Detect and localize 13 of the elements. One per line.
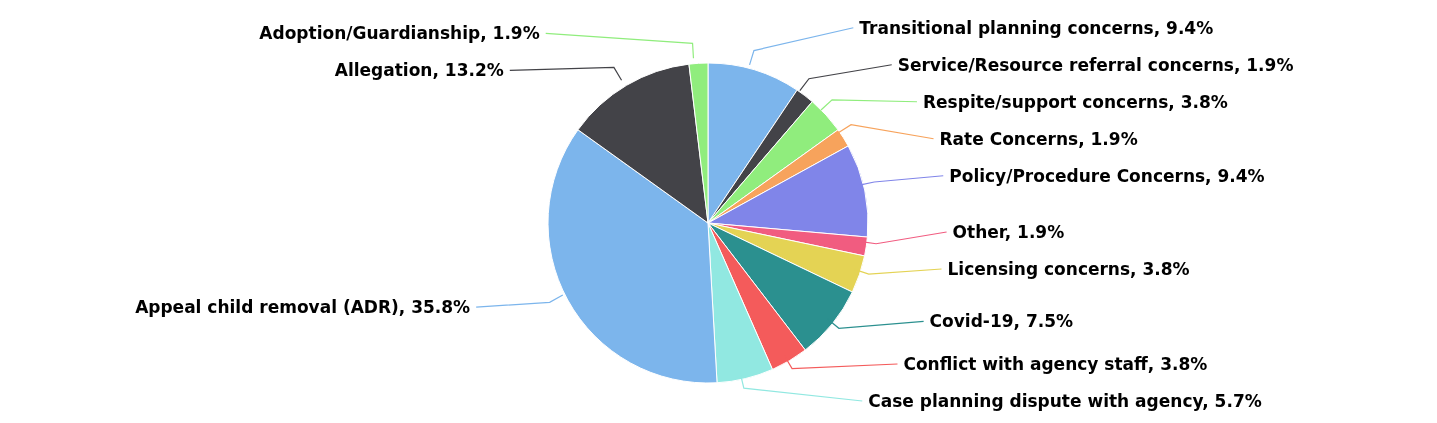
slice-label: Conflict with agency staff, 3.8% xyxy=(903,353,1208,374)
slice-label: Case planning dispute with agency, 5.7% xyxy=(868,390,1262,411)
slice-label: Respite/support concerns, 3.8% xyxy=(922,91,1228,112)
slice-label: Service/Resource referral concerns, 1.9% xyxy=(897,54,1294,75)
slice-label: Licensing concerns, 3.8% xyxy=(947,258,1190,279)
slice-label: Transitional planning concerns, 9.4% xyxy=(859,17,1214,38)
slice-label: Covid-19, 7.5% xyxy=(929,311,1074,332)
slice-label: Rate Concerns, 1.9% xyxy=(939,128,1138,149)
slice-label: Allegation, 13.2% xyxy=(334,60,504,81)
slice-label: Appeal child removal (ADR), 35.8% xyxy=(135,297,471,318)
slice-label: Other, 1.9% xyxy=(952,221,1065,242)
slice-label: Adoption/Guardianship, 1.9% xyxy=(259,23,540,44)
slice-label: Policy/Procedure Concerns, 9.4% xyxy=(949,165,1265,186)
